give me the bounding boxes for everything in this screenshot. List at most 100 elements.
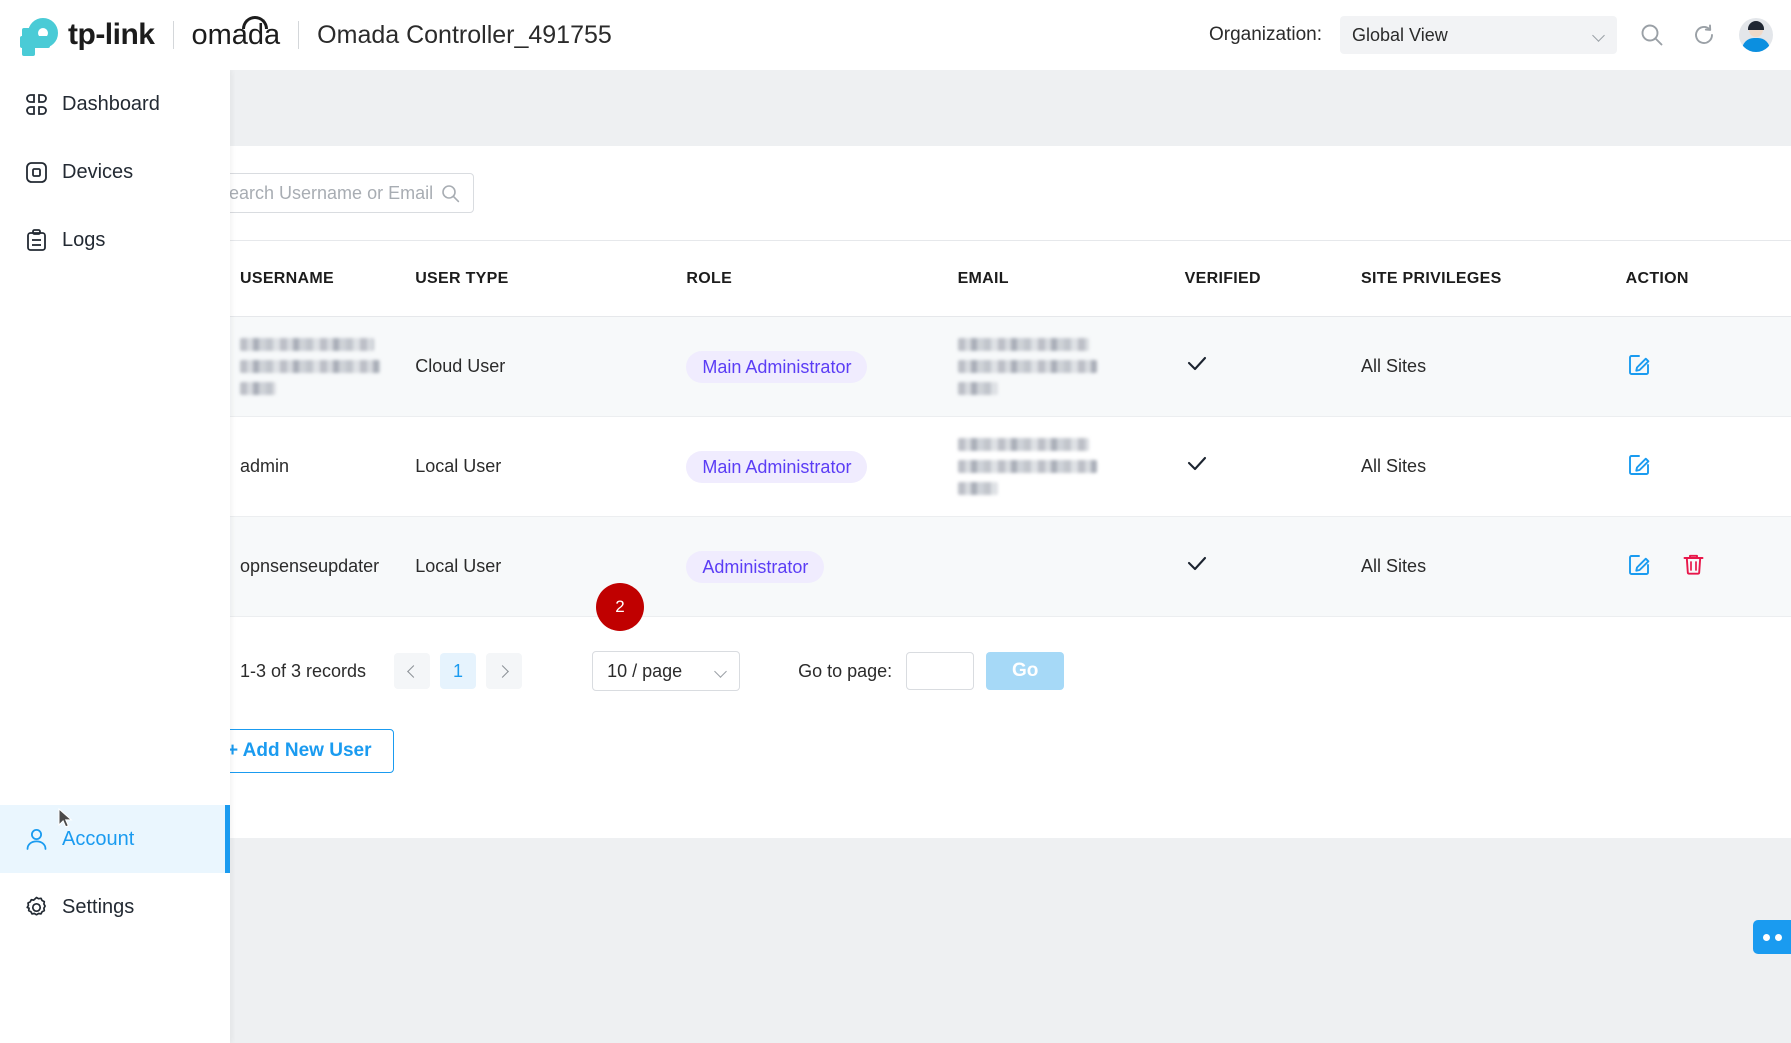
sidebar-item-label: Settings <box>62 895 135 918</box>
tp-link-logo[interactable]: tp-link <box>20 14 155 58</box>
goto-page-label: Go to page: <box>798 660 893 681</box>
cell-action <box>1625 316 1791 417</box>
prev-page-button[interactable] <box>394 653 431 689</box>
user-management-card: Search Username or Email USERNAME USER T… <box>230 146 1791 838</box>
gear-icon <box>14 894 58 921</box>
cell-action <box>1625 516 1791 617</box>
users-table-head: USERNAME USER TYPE ROLE EMAIL VERIFIED S… <box>230 240 1791 317</box>
role-badge: Main Administrator <box>686 450 868 483</box>
role-badge: Administrator <box>686 550 825 583</box>
edit-icon[interactable] <box>1626 451 1653 478</box>
cell-user-type: Local User <box>415 416 687 517</box>
delete-icon[interactable] <box>1680 551 1707 578</box>
sidebar-item-devices[interactable]: Devices <box>0 138 230 206</box>
organization-select[interactable]: Global View <box>1340 16 1617 54</box>
edit-icon[interactable] <box>1626 551 1653 578</box>
table-row[interactable]: Cloud User Main Administrator <box>230 316 1791 417</box>
check-icon <box>1185 556 1209 580</box>
table-row[interactable]: opnsenseupdater Local User Administrator… <box>230 516 1791 617</box>
page-size-value: 10 / page <box>607 660 683 681</box>
organization-value: Global View <box>1352 24 1448 45</box>
next-page-button[interactable] <box>486 653 523 689</box>
search-icon[interactable] <box>1635 18 1669 52</box>
redacted-email <box>957 438 1185 495</box>
page-number-1[interactable]: 1 <box>440 653 477 689</box>
sidebar: Dashboard Devices Logs Account <box>0 70 230 1043</box>
chat-dots-icon[interactable] <box>1753 920 1791 954</box>
chevron-down-icon <box>714 665 727 678</box>
chevron-left-icon <box>407 664 420 678</box>
table-toolbar: Search Username or Email <box>230 146 1791 240</box>
device-square-icon <box>14 159 58 186</box>
cell-user-type: Local User <box>415 516 687 617</box>
sidebar-item-logs[interactable]: Logs <box>0 206 230 274</box>
cell-action <box>1625 416 1791 517</box>
sidebar-item-label: Logs <box>62 228 106 251</box>
cell-user-type: Cloud User <box>415 316 687 417</box>
users-table: USERNAME USER TYPE ROLE EMAIL VERIFIED S… <box>230 240 1791 617</box>
page-size-select[interactable]: 10 / page <box>592 651 741 691</box>
column-header-site-privileges[interactable]: SITE PRIVILEGES <box>1361 240 1626 317</box>
column-header-role[interactable]: ROLE <box>686 240 958 317</box>
cell-username <box>230 316 416 417</box>
cell-verified <box>1184 516 1362 617</box>
table-row[interactable]: admin Local User Main Administrator <box>230 416 1791 517</box>
add-user-row: + Add New User <box>230 725 1791 773</box>
sidebar-item-account[interactable]: Account <box>0 805 230 873</box>
header-right-area: Organization: Global View <box>1209 16 1791 54</box>
cell-username: admin <box>230 416 416 517</box>
omada-logo[interactable]: omada <box>192 15 280 52</box>
sidebar-item-dashboard[interactable]: Dashboard <box>0 70 230 138</box>
sidebar-item-settings[interactable]: Settings <box>0 873 230 941</box>
sidebar-item-label: Dashboard <box>62 92 160 115</box>
clipboard-icon <box>14 227 58 254</box>
users-table-body: Cloud User Main Administrator <box>230 316 1791 617</box>
go-button[interactable]: Go <box>986 652 1065 690</box>
column-header-user-type[interactable]: USER TYPE <box>415 240 687 317</box>
column-header-verified[interactable]: VERIFIED <box>1184 240 1362 317</box>
role-badge: Main Administrator <box>686 350 868 383</box>
sidebar-item-label: Devices <box>62 160 134 183</box>
cell-username: opnsenseupdater <box>230 516 416 617</box>
cell-site-privileges: All Sites <box>1361 516 1626 617</box>
main-content: Search Username or Email USERNAME USER T… <box>230 70 1791 1043</box>
cell-site-privileges: All Sites <box>1361 416 1626 517</box>
tp-link-wordmark: tp-link <box>68 18 155 51</box>
cell-role: Administrator <box>686 516 958 617</box>
redacted-email <box>957 338 1185 395</box>
chevron-right-icon <box>496 664 509 678</box>
column-header-action: ACTION <box>1625 240 1791 317</box>
edit-icon[interactable] <box>1626 351 1653 378</box>
cell-role: Main Administrator <box>686 316 958 417</box>
cell-site-privileges: All Sites <box>1361 316 1626 417</box>
brand-divider-1 <box>172 21 174 49</box>
controller-title: Omada Controller_491755 <box>317 20 612 49</box>
content-top-band <box>230 70 1791 146</box>
annotation-badge-2: 2 <box>596 583 644 631</box>
cell-role: Main Administrator <box>686 416 958 517</box>
column-header-username[interactable]: USERNAME <box>230 240 416 317</box>
goto-page-input[interactable] <box>906 652 975 690</box>
mouse-cursor <box>58 807 74 835</box>
cell-email <box>957 416 1185 517</box>
check-icon <box>1185 456 1209 480</box>
column-header-email[interactable]: EMAIL <box>957 240 1185 317</box>
redacted-username <box>240 338 415 395</box>
app-header: tp-link omada Omada Controller_491755 Or… <box>0 0 1791 70</box>
sidebar-item-label: Account <box>62 827 135 850</box>
person-icon <box>14 826 58 853</box>
records-count: 1-3 of 3 records <box>240 660 367 681</box>
refresh-icon[interactable] <box>1687 18 1721 52</box>
organization-label: Organization: <box>1208 24 1322 45</box>
search-icon[interactable] <box>440 183 461 209</box>
cell-verified <box>1184 416 1362 517</box>
avatar[interactable] <box>1739 18 1773 52</box>
cell-verified <box>1184 316 1362 417</box>
cell-email <box>957 316 1185 417</box>
brand-divider-2 <box>298 21 300 49</box>
search-input[interactable]: Search Username or Email <box>230 173 474 213</box>
add-new-user-button[interactable]: + Add New User <box>230 729 395 773</box>
table-header-row: USERNAME USER TYPE ROLE EMAIL VERIFIED S… <box>230 240 1791 317</box>
search-placeholder: Search Username or Email <box>230 182 434 203</box>
